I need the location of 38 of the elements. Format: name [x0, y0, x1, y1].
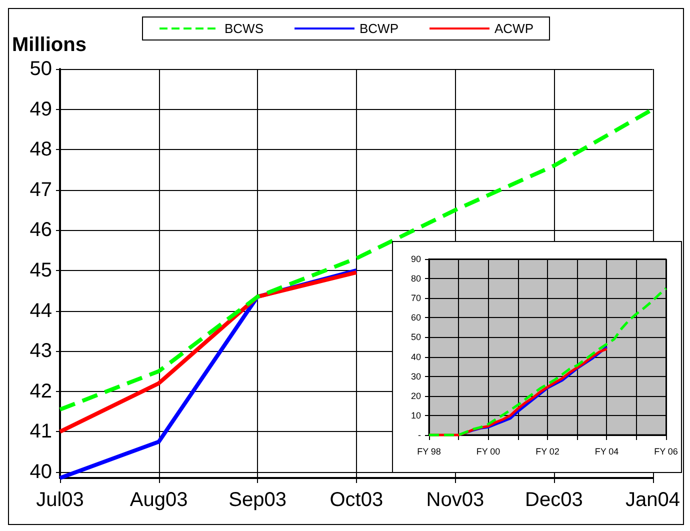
x-tick-label: Jan04 [626, 489, 680, 511]
y-tick-label: 50 [410, 332, 421, 342]
y-tick-label: 30 [410, 371, 421, 382]
y-tick-label: 90 [410, 254, 421, 264]
y-tick-label: 42 [30, 380, 52, 402]
y-tick-label: 70 [410, 293, 421, 304]
x-tick-label: FY 98 [417, 446, 441, 456]
y-tick-label: 60 [410, 312, 421, 323]
y-tick-label: - [418, 430, 421, 440]
y-tick-label: 47 [30, 178, 52, 201]
y-tick-label: 43 [30, 340, 52, 362]
y-tick-label: 20 [410, 390, 421, 401]
legend-label: BCWS [224, 21, 264, 36]
y-tick-label: 49 [30, 98, 52, 120]
y-axis-title: Millions [12, 34, 86, 56]
x-tick-label: Dec03 [525, 489, 583, 511]
x-tick-label: Sep03 [228, 489, 287, 511]
y-tick-label: 48 [30, 138, 52, 161]
x-tick-label: Nov03 [426, 489, 484, 511]
x-tick-label: Aug03 [130, 489, 188, 511]
y-tick-label: 40 [30, 460, 52, 483]
x-tick-label: Jul03 [36, 489, 84, 511]
y-tick-label: 80 [410, 274, 421, 284]
x-tick-label: FY 02 [536, 446, 560, 456]
x-tick-label: FY 04 [594, 446, 619, 456]
legend-label: ACWP [494, 21, 534, 36]
x-tick-label: Oct03 [330, 489, 384, 511]
y-tick-label: 10 [410, 410, 421, 420]
line-series [58, 270, 358, 434]
y-tick-label: 41 [30, 420, 52, 443]
y-tick-label: 46 [30, 219, 52, 242]
legend-label: BCWP [360, 21, 398, 36]
y-tick-label: 44 [30, 300, 52, 322]
y-tick-label: 45 [30, 259, 52, 282]
y-tick-label: 40 [410, 352, 421, 362]
y-tick-label: 50 [30, 58, 52, 80]
x-tick-label: FY 00 [476, 446, 500, 456]
x-tick-label: FY 06 [654, 446, 678, 456]
